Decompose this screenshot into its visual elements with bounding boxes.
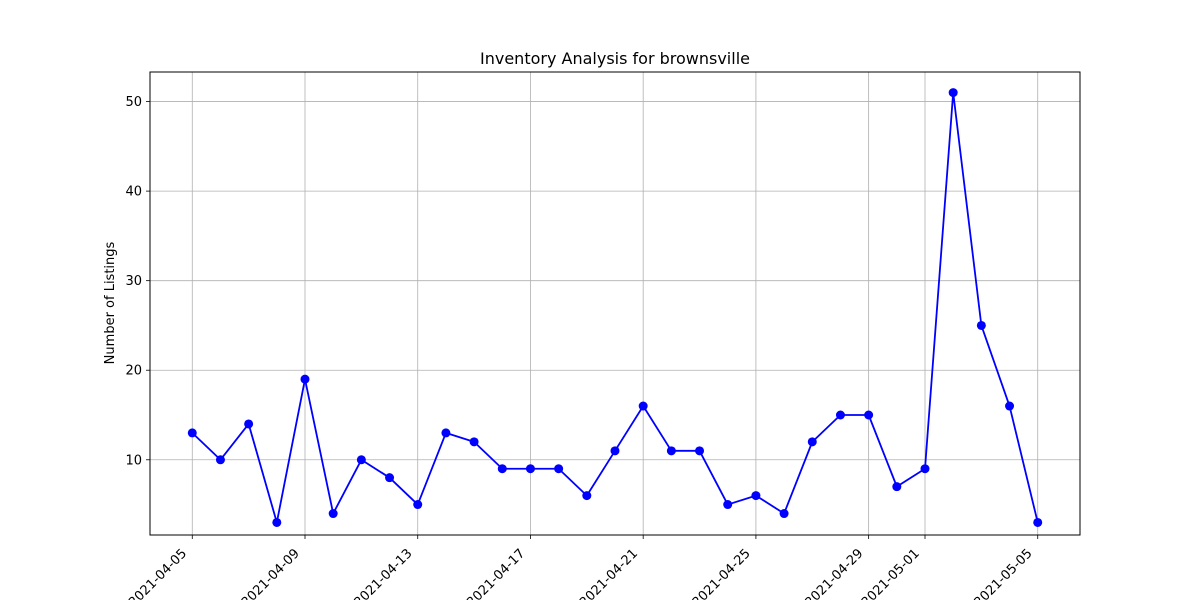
data-point	[356, 455, 366, 465]
y-tick-label: 10	[125, 453, 142, 468]
y-axis-label: Number of Listings	[103, 241, 118, 364]
data-point	[864, 410, 874, 420]
data-point	[666, 446, 676, 456]
data-point	[695, 446, 705, 456]
data-point	[779, 509, 789, 519]
y-tick-label: 20	[125, 364, 142, 379]
data-point	[244, 419, 254, 429]
y-axis-ticks: 10 20 30 40 50	[125, 95, 150, 468]
y-tick-label: 50	[125, 95, 142, 110]
chart-title: Inventory Analysis for brownsville	[480, 49, 750, 68]
data-point	[807, 437, 817, 447]
data-point	[1033, 517, 1043, 527]
data-point	[920, 464, 930, 474]
y-tick-label: 40	[125, 185, 142, 200]
data-point	[497, 464, 507, 474]
data-point	[525, 464, 535, 474]
data-point	[187, 428, 197, 438]
data-point	[385, 473, 395, 483]
data-point	[892, 482, 902, 492]
data-point	[413, 500, 423, 510]
data-point	[751, 491, 761, 501]
data-point	[976, 320, 986, 330]
plot-frame	[149, 71, 1081, 536]
data-point	[272, 517, 282, 527]
data-series	[187, 88, 1043, 527]
data-point	[300, 374, 310, 384]
data-point	[1005, 401, 1015, 411]
y-tick-label: 30	[125, 274, 142, 289]
data-point	[835, 410, 845, 420]
data-point	[610, 446, 620, 456]
data-point	[469, 437, 479, 447]
data-point	[554, 464, 564, 474]
data-point	[215, 455, 225, 465]
data-point	[582, 491, 592, 501]
data-point	[441, 428, 451, 438]
data-point	[638, 401, 648, 411]
data-point	[723, 500, 733, 510]
data-point	[328, 509, 338, 519]
data-point	[948, 88, 958, 98]
